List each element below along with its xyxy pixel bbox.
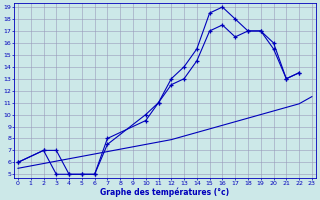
- X-axis label: Graphe des températures (°c): Graphe des températures (°c): [100, 187, 229, 197]
